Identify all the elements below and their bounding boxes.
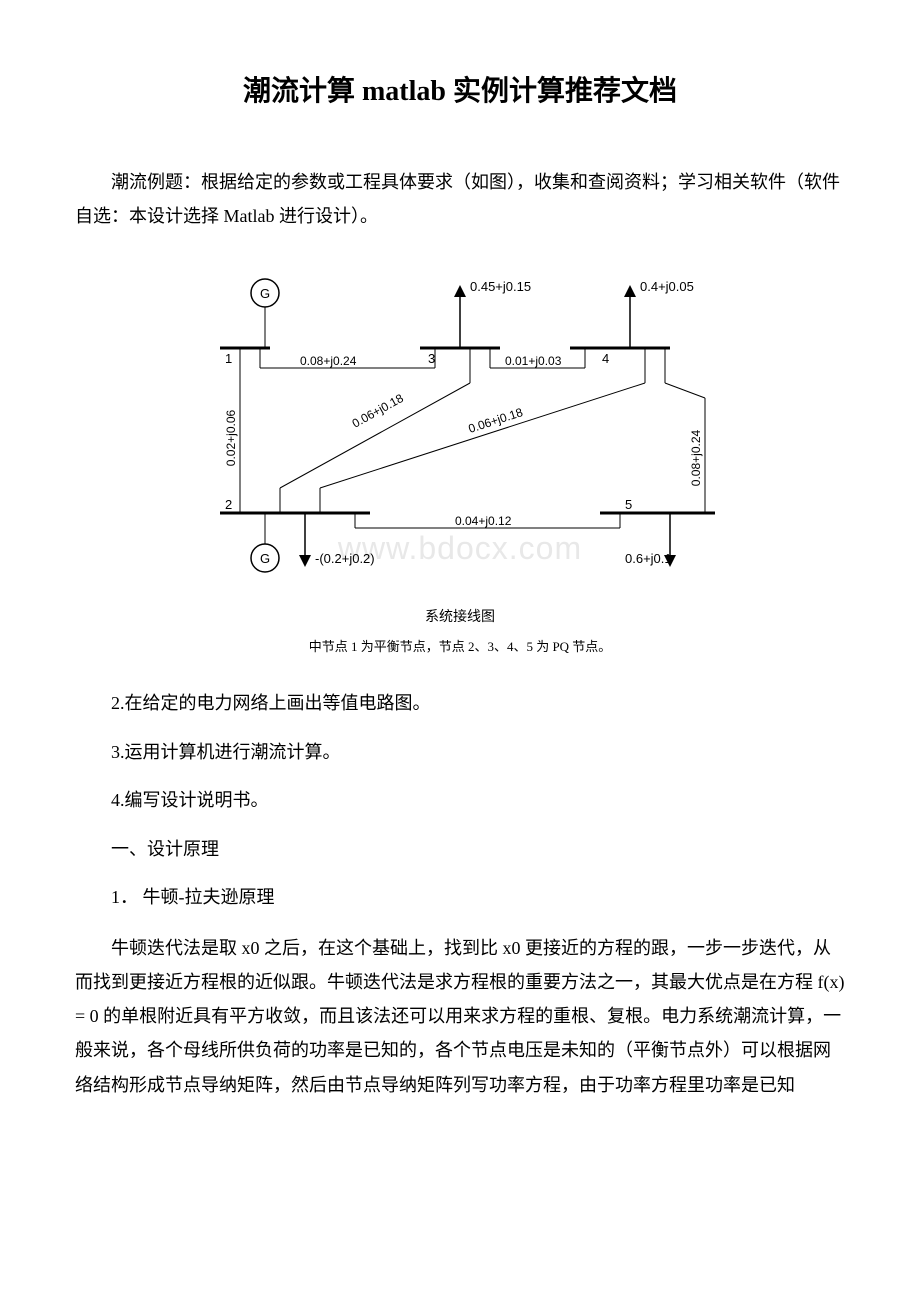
load-4: 0.4+j0.05 (640, 279, 694, 294)
bus-1-label: 1 (225, 351, 232, 366)
generator-g2: G (260, 551, 270, 566)
load-3: 0.45+j0.15 (470, 279, 531, 294)
diagram-caption: 系统接线图 (170, 605, 750, 627)
branch-2-5: 0.04+j0.12 (455, 514, 512, 528)
intro-paragraph: 潮流例题：根据给定的参数或工程具体要求（如图），收集和查阅资料；学习相关软件（软… (75, 165, 845, 233)
branch-4-5: 0.08+j0.24 (689, 430, 703, 487)
section-1-body: 牛顿迭代法是取 x0 之后，在这个基础上，找到比 x0 更接近的方程的跟，一步一… (75, 931, 845, 1102)
branch-1-2: 0.02+j0.06 (224, 410, 238, 467)
branch-2-3: 0.06+j0.18 (350, 391, 406, 431)
diagram-note: 中节点 1 为平衡节点，节点 2、3、4、5 为 PQ 节点。 (75, 637, 845, 658)
bus-4-label: 4 (602, 351, 609, 366)
branch-3-4: 0.01+j0.03 (505, 354, 562, 368)
section-1-heading: 一、设计原理 (75, 834, 845, 865)
bus-3-label: 3 (428, 351, 435, 366)
item-3: 3.运用计算机进行潮流计算。 (75, 737, 845, 768)
section-1-sub1: 1． 牛顿-拉夫逊原理 (75, 882, 845, 913)
bus-2-label: 2 (225, 497, 232, 512)
branch-1-3: 0.08+j0.24 (300, 354, 357, 368)
bus-5-label: 5 (625, 497, 632, 512)
load-5: 0.6+j0.1 (625, 551, 672, 566)
item-2: 2.在给定的电力网络上画出等值电路图。 (75, 688, 845, 719)
load-2: -(0.2+j0.2) (315, 551, 375, 566)
page-title: 潮流计算 matlab 实例计算推荐文档 (75, 70, 845, 115)
item-4: 4.编写设计说明书。 (75, 785, 845, 816)
system-diagram: www.bdocx.com 1 2 3 4 5 G G 0.45+j0.15 0… (170, 253, 750, 627)
generator-g1: G (260, 286, 270, 301)
